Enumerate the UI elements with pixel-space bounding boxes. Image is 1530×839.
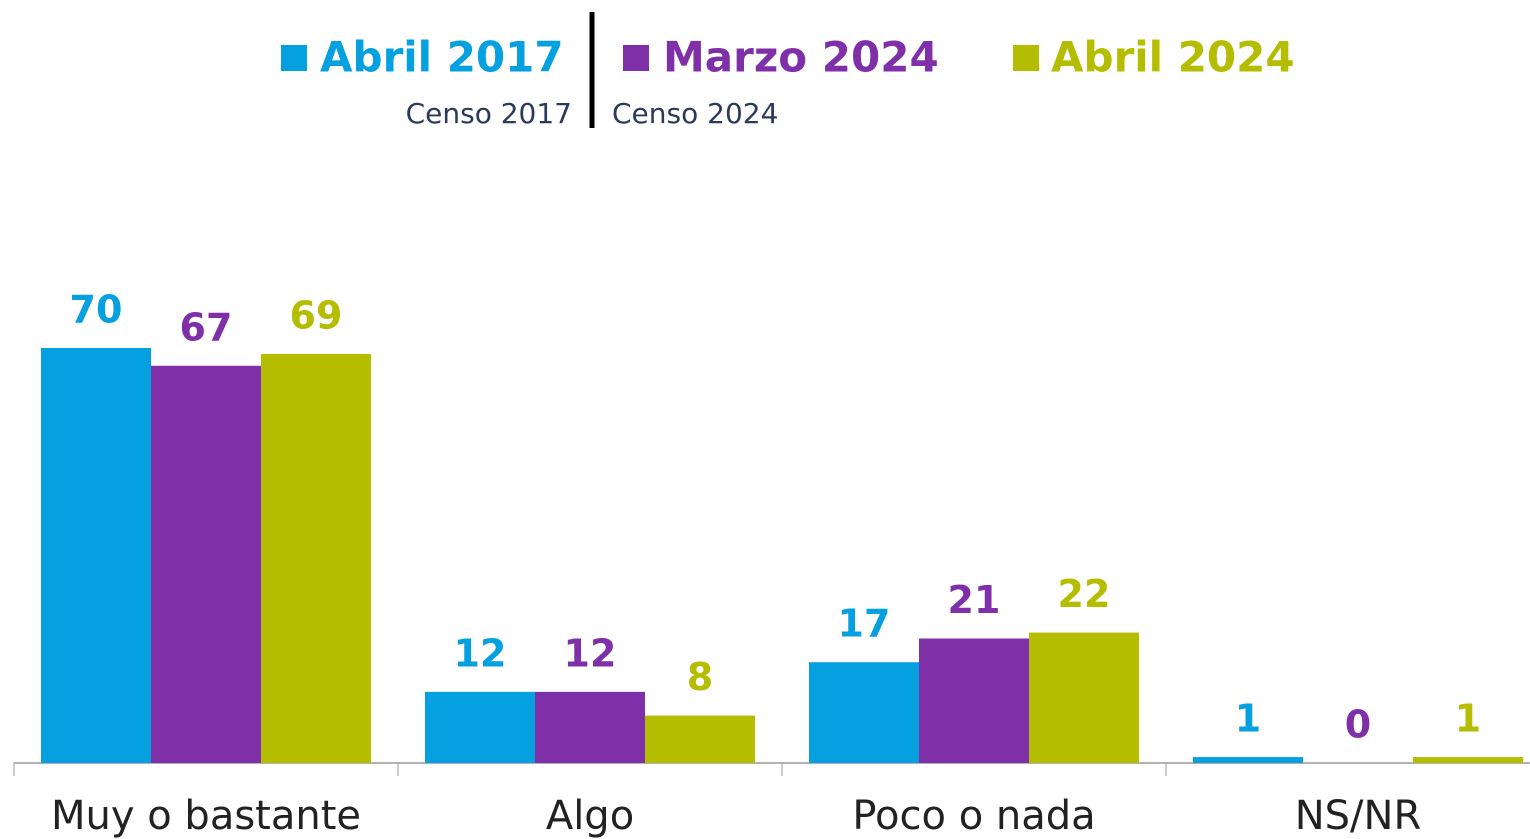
value-label: 17	[838, 602, 891, 646]
bar	[1029, 632, 1139, 763]
value-label: 69	[290, 293, 343, 337]
legend-swatch	[623, 45, 649, 71]
legend-swatch	[281, 45, 307, 71]
bar	[151, 365, 261, 763]
bar	[425, 691, 535, 763]
value-label: 12	[454, 631, 507, 675]
bar	[261, 353, 371, 763]
value-label: 21	[948, 578, 1001, 622]
legend-note: Censo 2017	[406, 97, 572, 130]
legend-label: Marzo 2024	[663, 33, 939, 82]
value-label: 70	[70, 288, 123, 332]
bar	[645, 715, 755, 763]
value-label: 67	[180, 305, 233, 349]
x-tick-label: Poco o nada	[852, 793, 1095, 839]
value-label: 12	[564, 631, 617, 675]
bar	[535, 691, 645, 763]
value-label: 0	[1345, 703, 1371, 747]
value-label: 1	[1455, 697, 1481, 741]
value-label: 1	[1235, 697, 1261, 741]
x-tick-label: Algo	[546, 793, 634, 839]
legend-swatch	[1013, 45, 1039, 71]
legend-label: Abril 2024	[1051, 33, 1295, 82]
bar	[1193, 757, 1303, 763]
legend-label: Abril 2017	[320, 33, 564, 82]
bar	[919, 638, 1029, 763]
x-tick-label: Muy o bastante	[51, 793, 361, 839]
x-tick-label: NS/NR	[1295, 793, 1422, 839]
bar	[1413, 757, 1523, 763]
bar	[809, 662, 919, 763]
value-label: 8	[687, 655, 713, 699]
legend-note: Censo 2024	[612, 97, 778, 130]
bar	[41, 348, 151, 763]
value-label: 22	[1058, 572, 1111, 616]
